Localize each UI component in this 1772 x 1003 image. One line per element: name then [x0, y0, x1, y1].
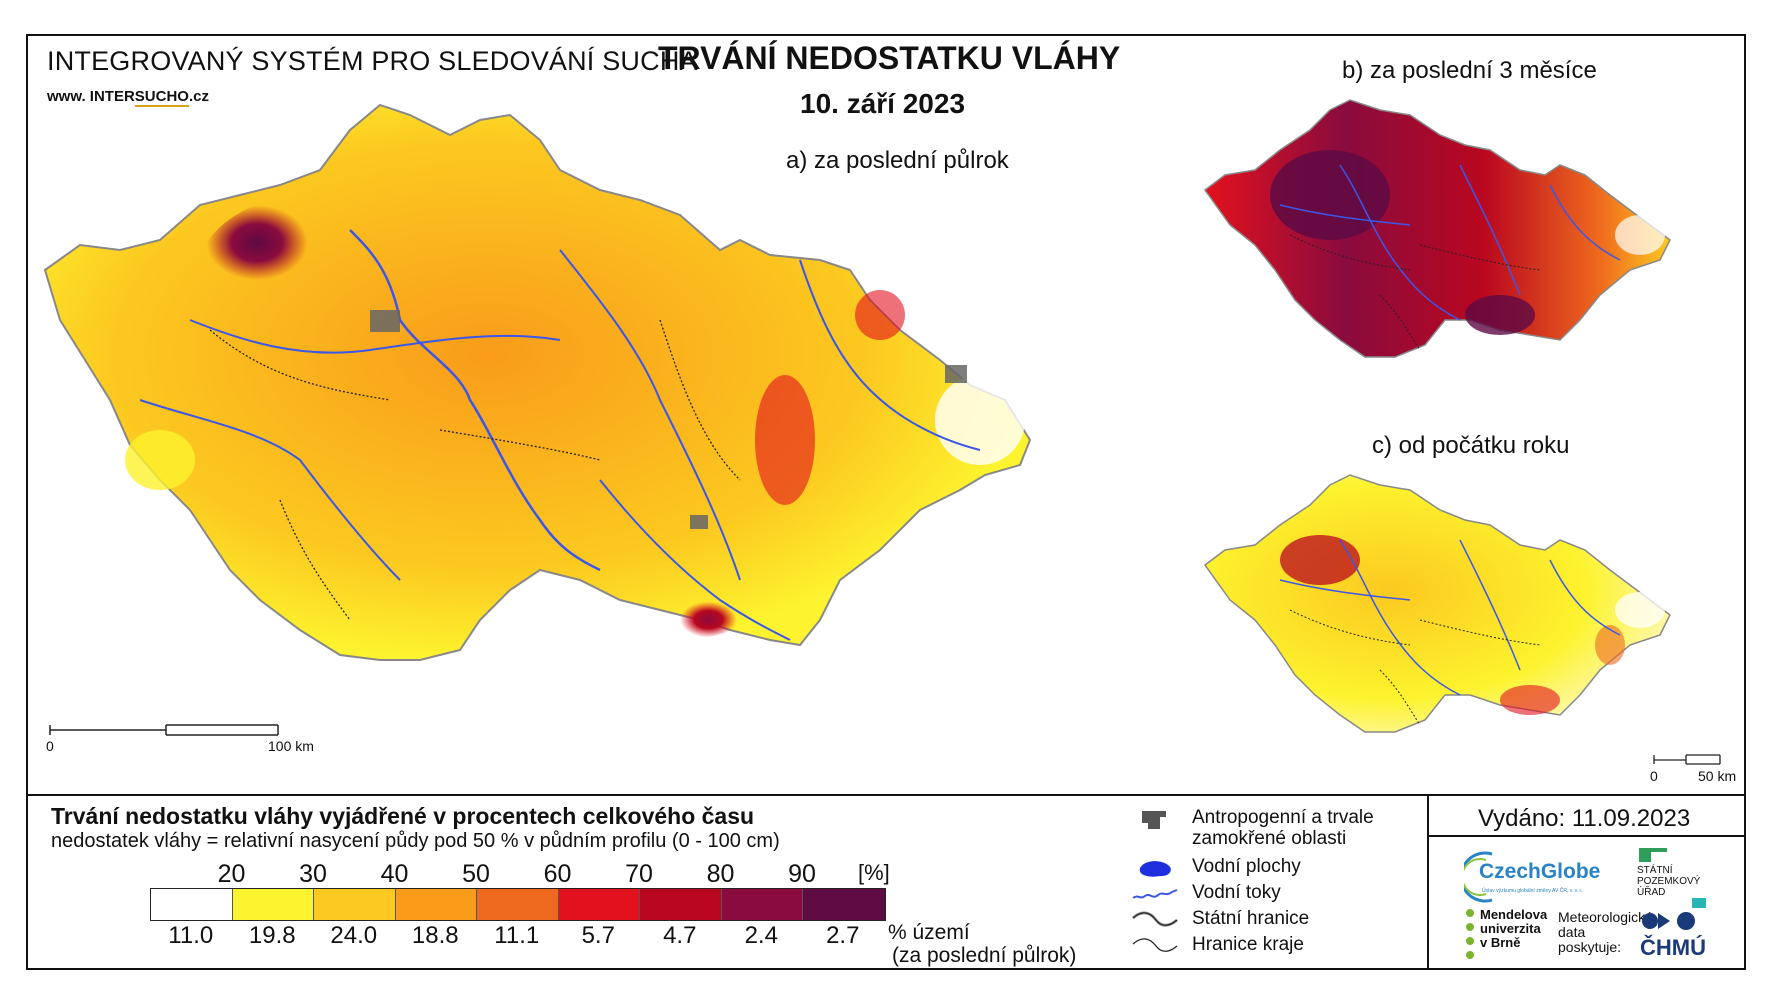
- mendel-logo-text: Mendelova univerzita v Brně: [1480, 907, 1548, 950]
- scale-bar-main: [49, 724, 279, 736]
- legend-color-3: [395, 889, 477, 920]
- legend-water-bodies: Vodní plochy: [1130, 856, 1301, 882]
- legend-percentage-4: 11.1: [494, 922, 540, 949]
- map-a-czech-republic: [43, 103, 1032, 661]
- river-vltava-labe: [349, 229, 601, 572]
- legend-color-6: [640, 889, 722, 920]
- legend-percentage-6: 4.7: [663, 922, 697, 949]
- legend-rivers: Vodní toky: [1130, 882, 1281, 908]
- main-title: TRVÁNÍ NEDOSTATKU VLÁHY: [658, 40, 1121, 76]
- country-shape-a: [43, 103, 1032, 661]
- map-c-czech-republic: [1203, 474, 1671, 733]
- szu-accent-icon: [1692, 898, 1706, 908]
- issued-date: Vydáno: 11.09.2023: [1478, 805, 1691, 832]
- legend-tick-70: 70: [625, 860, 653, 888]
- legend-subtitle: nedostatek vláhy = relativní nasycení pů…: [51, 830, 780, 852]
- legend-anthropogenic: Antropogenní a trvale zamokřené oblasti: [1130, 807, 1374, 849]
- legend-tick-50: 50: [462, 860, 490, 888]
- legend-color-4: [477, 889, 559, 920]
- map-a-label: a) za poslední půlrok: [786, 147, 1009, 174]
- legend-region-border: Hranice kraje: [1130, 934, 1304, 960]
- legend-period-label: (za poslední půlrok): [892, 944, 1077, 967]
- legend-area-label: % území: [888, 921, 970, 944]
- legend-color-1: [232, 889, 314, 920]
- legend-tick-80: 80: [706, 860, 735, 888]
- water-body-icon: [1139, 861, 1171, 877]
- map-b-label: b) za poslední 3 měsíce: [1342, 57, 1597, 84]
- szu-logo-text: STÁTNÍ POZEMKOVÝ ÚŘAD: [1637, 865, 1701, 898]
- mendel-dots-icon: [1466, 909, 1474, 959]
- legend-color-2: [314, 889, 396, 920]
- footer-divider-vertical: [1427, 796, 1429, 970]
- system-title: INTEGROVANÝ SYSTÉM PRO SLEDOVÁNÍ SUCHA: [47, 46, 698, 76]
- state-border-icon: [1132, 911, 1178, 927]
- drought-hotspot-east: [755, 375, 815, 505]
- scale-small-end: 50 km: [1698, 768, 1737, 784]
- legend-percentage-1: 19.8: [248, 922, 296, 949]
- legend-percentage-5: 5.7: [581, 922, 615, 949]
- legend-title: Trvání nedostatku vláhy vyjádřené v proc…: [51, 803, 755, 829]
- legend-divider: [26, 794, 1746, 796]
- legend-color-7: [721, 889, 803, 920]
- drought-hotspot-northwest: [195, 195, 425, 365]
- scale-main-end: 100 km: [268, 738, 314, 754]
- map-b-czech-republic: [1203, 99, 1671, 358]
- legend-tick-30: 30: [299, 860, 327, 888]
- drought-hotspot-south-moravia: [585, 520, 775, 640]
- legend-tick-unit: [%]: [858, 860, 890, 885]
- anthropogenic-area-icon: [1142, 811, 1166, 829]
- map-frame: [26, 34, 1746, 970]
- river-icon: [1132, 889, 1178, 899]
- legend-tick-60: 60: [543, 860, 572, 888]
- website-url[interactable]: www. INTERSUCHO.cz: [47, 88, 209, 107]
- meteo-provider-text: Meteorologická data poskytuje:: [1558, 909, 1653, 955]
- legend-tick-40: 40: [380, 860, 409, 888]
- legend-percentage-2: 24.0: [330, 922, 378, 949]
- scale-small-start: 0: [1650, 768, 1658, 784]
- legend-color-0: [151, 889, 233, 920]
- map-c-label: c) od počátku roku: [1372, 432, 1570, 459]
- scale-main-start: 0: [46, 738, 54, 754]
- map-date: 10. září 2023: [800, 88, 966, 119]
- legend-percentage-8: 2.7: [826, 922, 860, 949]
- legend-tick-20: 20: [217, 860, 246, 888]
- legend-percentage-7: 2.4: [744, 922, 778, 949]
- legend-percentage-0: 11.0: [168, 922, 214, 949]
- region-border-icon: [1132, 938, 1178, 952]
- legend-colorbar: [150, 888, 886, 921]
- legend-percentage-3: 18.8: [411, 922, 459, 949]
- legend-color-5: [558, 889, 640, 920]
- footer-divider-horizontal: [1427, 835, 1746, 837]
- czechglobe-name: CzechGlobe: [1479, 860, 1601, 883]
- legend-color-8: [803, 889, 885, 920]
- legend-state-border: Státní hranice: [1130, 908, 1309, 934]
- chmu-logo-text: ČHMÚ: [1640, 935, 1706, 960]
- szu-logo-icon: [1639, 848, 1667, 862]
- legend-tick-90: 90: [788, 860, 816, 888]
- czechglobe-subtitle: Ústav výzkumu globální změny AV ČR, v. v…: [1482, 888, 1583, 894]
- chmu-logo-icon: [1642, 912, 1695, 930]
- scale-bar-small: [1653, 754, 1721, 765]
